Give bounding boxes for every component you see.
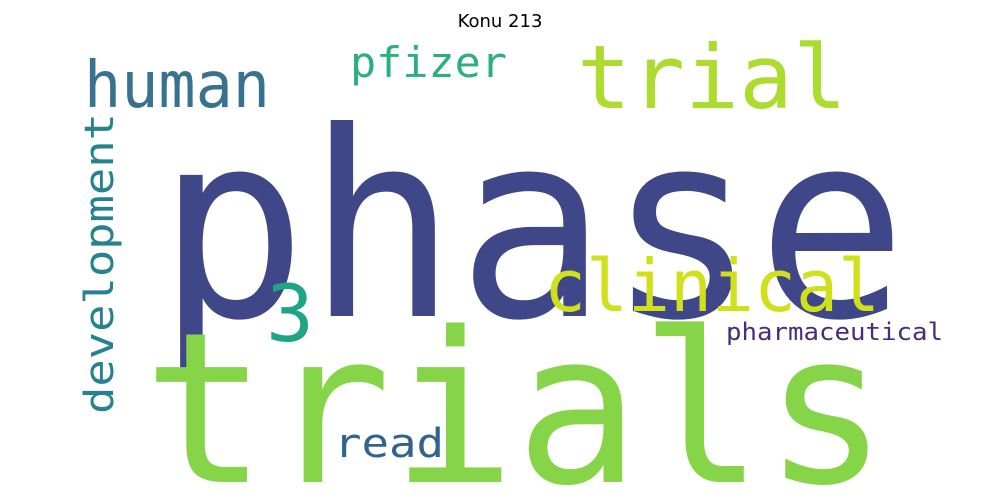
word-trial: trial <box>577 26 847 129</box>
word-phase: phase <box>157 77 907 377</box>
word-3: 3 <box>266 270 314 360</box>
word-clinical: clinical <box>544 244 880 328</box>
figure-title: Konu 213 <box>457 11 543 32</box>
word-human: human <box>84 49 270 123</box>
word-pharmaceutical: pharmaceutical <box>726 318 943 346</box>
word-read: read <box>334 421 444 467</box>
word-development: development <box>77 113 123 414</box>
word-trials: trials <box>143 287 888 500</box>
word-pfizer: pfizer <box>350 38 507 87</box>
